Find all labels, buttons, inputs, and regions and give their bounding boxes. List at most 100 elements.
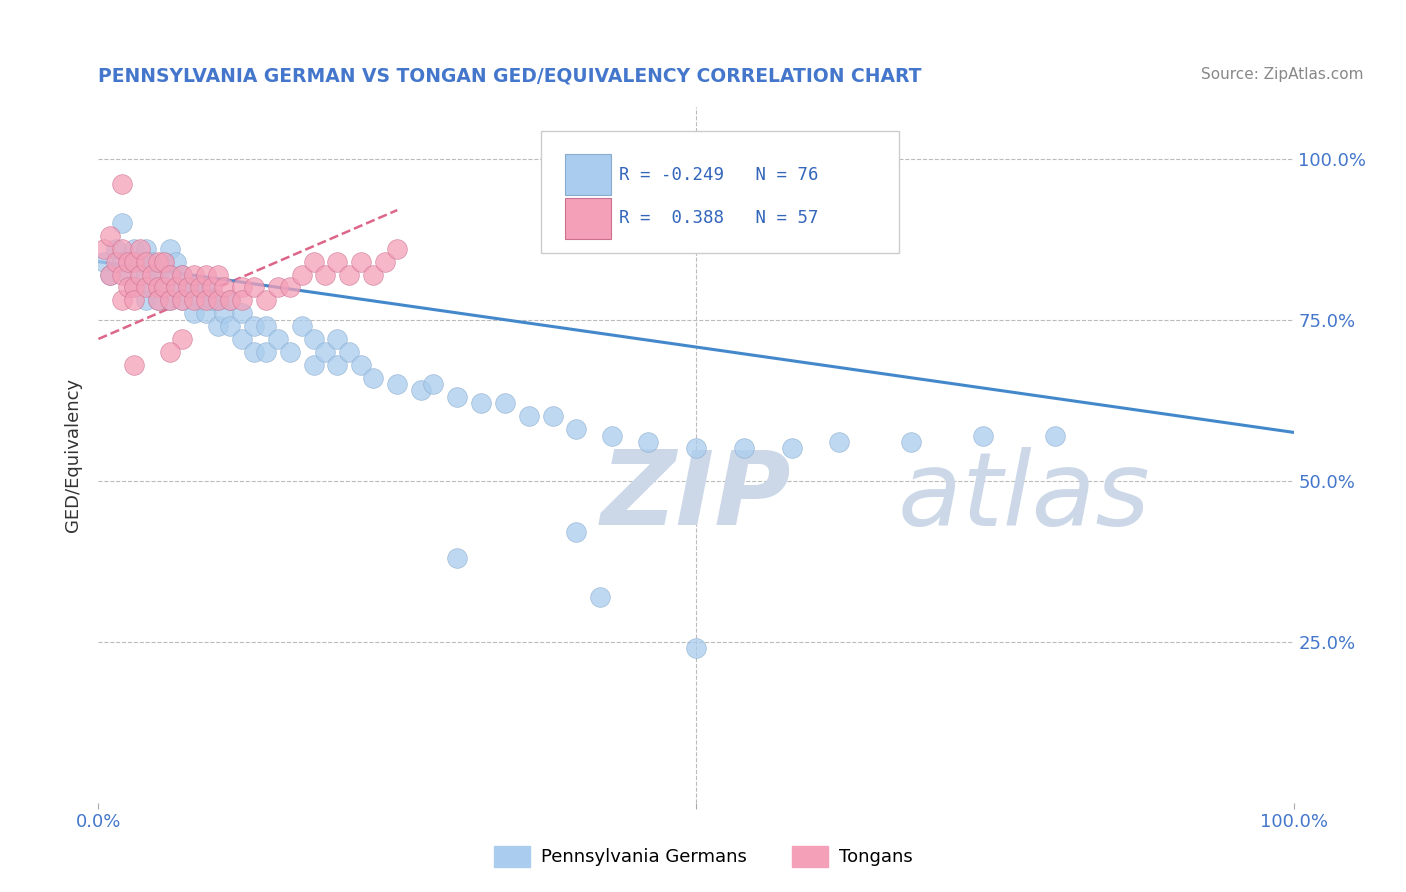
Point xyxy=(302,332,325,346)
Point xyxy=(188,293,211,308)
Point xyxy=(153,280,176,294)
Legend: Pennsylvania Germans, Tongans: Pennsylvania Germans, Tongans xyxy=(486,838,920,874)
Point xyxy=(111,178,134,192)
Point xyxy=(363,370,385,384)
Point xyxy=(105,242,128,256)
Point xyxy=(124,242,146,256)
Point xyxy=(685,641,707,656)
Point xyxy=(385,242,409,256)
Point xyxy=(589,590,612,604)
Point xyxy=(135,293,157,308)
Point xyxy=(733,442,755,456)
Point xyxy=(201,280,224,294)
Point xyxy=(315,268,337,282)
Point xyxy=(165,254,187,268)
Point xyxy=(565,525,588,540)
Point xyxy=(165,280,187,294)
Point xyxy=(685,442,707,456)
Point xyxy=(129,254,152,268)
Point xyxy=(98,268,122,282)
Point xyxy=(254,293,277,308)
Point xyxy=(124,254,146,268)
Point xyxy=(159,268,181,282)
Point xyxy=(148,293,170,308)
Point xyxy=(183,293,205,308)
Text: ZIP: ZIP xyxy=(600,446,792,547)
Point xyxy=(291,319,314,334)
Point xyxy=(177,280,200,294)
Point xyxy=(124,280,146,294)
Point xyxy=(1043,428,1066,442)
Point xyxy=(117,280,139,294)
Point xyxy=(278,280,301,294)
Point xyxy=(326,254,349,268)
Point xyxy=(212,306,235,320)
Point xyxy=(141,254,163,268)
Point xyxy=(124,293,146,308)
Point xyxy=(194,280,218,294)
Point xyxy=(326,358,349,372)
Point xyxy=(470,396,492,410)
Point xyxy=(972,428,994,442)
Point xyxy=(231,293,253,308)
Point xyxy=(172,293,194,308)
Point xyxy=(148,293,170,308)
Point xyxy=(302,358,325,372)
Point xyxy=(828,435,851,450)
Point xyxy=(159,242,181,256)
Point xyxy=(231,332,253,346)
Point xyxy=(135,280,157,294)
Point xyxy=(291,268,314,282)
Point xyxy=(153,280,176,294)
Point xyxy=(159,344,181,359)
Point xyxy=(93,254,115,268)
Point xyxy=(374,254,396,268)
Point xyxy=(219,319,242,334)
Point xyxy=(141,268,163,282)
Point xyxy=(231,306,253,320)
Point xyxy=(117,268,139,282)
Point xyxy=(212,280,235,294)
Point xyxy=(105,254,128,268)
Point xyxy=(159,293,181,308)
Point xyxy=(117,254,139,268)
Point xyxy=(254,319,277,334)
Point xyxy=(302,254,325,268)
Point xyxy=(159,268,181,282)
Point xyxy=(207,293,229,308)
Point xyxy=(183,306,205,320)
Point xyxy=(172,293,194,308)
Point xyxy=(194,268,218,282)
Point xyxy=(363,268,385,282)
Point xyxy=(780,442,803,456)
Point xyxy=(153,254,176,268)
Point xyxy=(172,268,194,282)
Point xyxy=(207,319,229,334)
Point xyxy=(411,384,433,398)
Point xyxy=(124,358,146,372)
Point xyxy=(93,242,115,256)
Point xyxy=(111,216,134,230)
Point xyxy=(148,268,170,282)
Point xyxy=(350,358,373,372)
Point xyxy=(177,280,200,294)
Point xyxy=(219,293,242,308)
Point xyxy=(900,435,922,450)
Text: Source: ZipAtlas.com: Source: ZipAtlas.com xyxy=(1201,67,1364,82)
Text: R = -0.249   N = 76: R = -0.249 N = 76 xyxy=(620,166,818,184)
Point xyxy=(129,268,152,282)
Point xyxy=(183,280,205,294)
Point xyxy=(243,344,266,359)
Point xyxy=(183,268,205,282)
FancyBboxPatch shape xyxy=(565,198,612,239)
Point xyxy=(422,377,444,392)
Point xyxy=(231,280,253,294)
Point xyxy=(194,306,218,320)
Point xyxy=(153,254,176,268)
Point xyxy=(315,344,337,359)
Point xyxy=(172,332,194,346)
Point xyxy=(243,280,266,294)
Point xyxy=(219,293,242,308)
Point xyxy=(446,390,468,404)
Text: R =  0.388   N = 57: R = 0.388 N = 57 xyxy=(620,210,818,227)
